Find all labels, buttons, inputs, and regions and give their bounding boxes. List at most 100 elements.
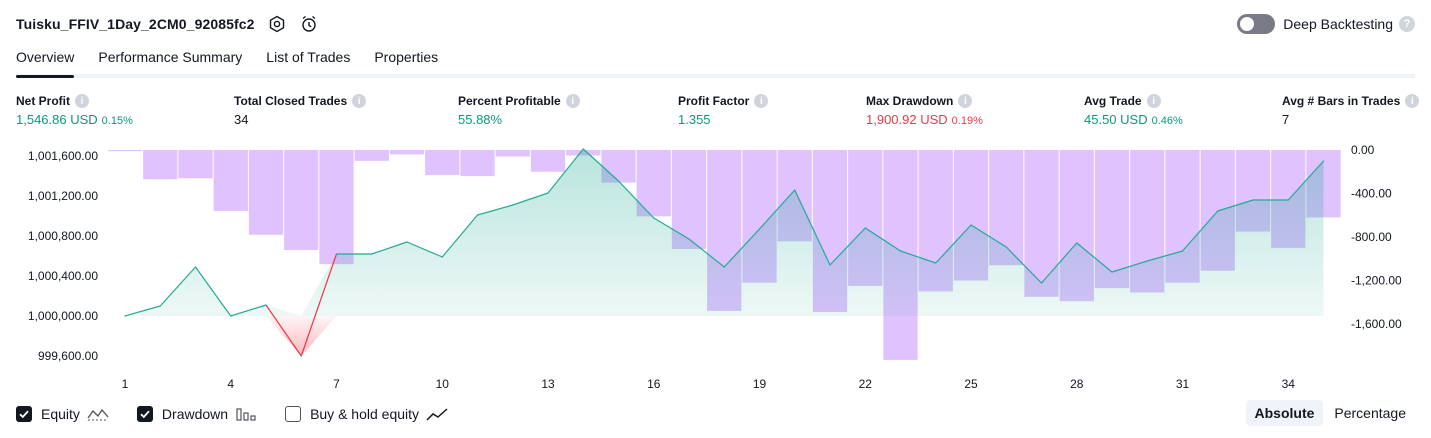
metric-label: Net Profit (16, 94, 70, 108)
equity-line-segment-5 (265, 304, 302, 357)
equity-line-segment-31 (1182, 210, 1219, 252)
equity-line-segment-8 (371, 241, 408, 255)
equity-point-28 (1076, 242, 1078, 244)
metric-value: 1,546.86 USD (16, 112, 98, 127)
metric-total-closed-trades: Total Closed Trades i 34 (234, 92, 367, 127)
percentage-button[interactable]: Percentage (1334, 405, 1406, 421)
metric-value: 55.88% (458, 112, 503, 127)
left-axis-tick-1: 1,001,600.00 (28, 149, 98, 163)
metric-value: 1,900.92 USD (866, 112, 948, 127)
equity-point-35 (1322, 160, 1325, 162)
drawdown-bar-1 (107, 150, 143, 152)
x-axis-tick-4: 10 (436, 377, 450, 391)
strategy-title: Tuisku_FFIV_1Day_2CM0_92085fc2 (16, 16, 255, 32)
right-axis-tick-2: -400.00 (1351, 187, 1392, 201)
help-icon[interactable]: ? (1399, 16, 1415, 32)
equity-line-segment-27 (1041, 242, 1078, 284)
legend-equity[interactable]: Equity (16, 406, 109, 422)
equity-point-16 (653, 217, 655, 219)
info-icon[interactable]: i (352, 94, 367, 108)
equity-line-segment-28 (1076, 242, 1113, 273)
tab-list-of-trades[interactable]: List of Trades (266, 49, 351, 65)
legend-buy-hold-label: Buy & hold equity (310, 406, 420, 422)
info-icon[interactable]: i (565, 94, 580, 108)
legend-buy-hold[interactable]: Buy & hold equity (285, 406, 448, 422)
absolute-button[interactable]: Absolute (1245, 400, 1324, 426)
metric-profit-factor: Profit Factor i 1.355 (678, 92, 769, 127)
equity-point-9 (406, 241, 408, 243)
x-axis-tick-3: 7 (333, 377, 340, 391)
equity-negative-area (125, 316, 1324, 356)
tab-performance-summary[interactable]: Performance Summary (98, 49, 243, 65)
equity-point-34 (1287, 199, 1289, 201)
equity-point-12 (512, 204, 514, 206)
drawdown-bar-9 (389, 150, 425, 155)
equity-point-15 (617, 180, 620, 182)
deep-backtesting: Deep Backtesting ? (1237, 12, 1415, 36)
equity-line-segment-10 (441, 214, 478, 258)
equity-point-7 (335, 253, 338, 255)
equity-line-segment-29 (1111, 260, 1148, 273)
equity-point-27 (1040, 282, 1043, 284)
equity-line-segment-9 (406, 241, 443, 258)
drawdown-bar-7 (319, 150, 354, 265)
equity-line-segment-2 (159, 266, 196, 307)
equity-point-6 (300, 355, 302, 357)
equity-point-13 (547, 192, 549, 194)
metric-label: Percent Profitable (458, 94, 561, 108)
equity-line-segment-15 (618, 180, 655, 219)
metric-label: Total Closed Trades (234, 94, 348, 108)
drawdown-bar-12 (495, 150, 530, 157)
info-icon[interactable]: i (958, 94, 973, 108)
info-icon[interactable]: i (754, 94, 769, 108)
buy-hold-checkbox[interactable] (285, 406, 302, 422)
metric-net-profit: Net Profit i 1,546.86 USD 0.15% (16, 92, 133, 127)
equity-point-23 (899, 250, 902, 252)
drawdown-checkbox[interactable] (136, 406, 153, 422)
settings-icon[interactable] (267, 14, 287, 34)
equity-checkbox[interactable] (16, 406, 32, 422)
info-icon[interactable]: i (75, 94, 89, 108)
x-axis-tick-12: 34 (1282, 377, 1296, 391)
equity-point-4 (230, 315, 232, 317)
left-axis-tick-6: 999,600.00 (38, 349, 98, 363)
metric-avg-bars: Avg # Bars in Trades i 7 (1282, 92, 1420, 127)
deep-backtesting-toggle[interactable] (1237, 14, 1276, 34)
equity-line-segment-25 (970, 224, 1007, 248)
legend-drawdown[interactable]: Drawdown (136, 406, 257, 422)
equity-point-33 (1252, 199, 1254, 201)
tab-properties[interactable]: Properties (374, 49, 439, 65)
x-axis-tick-1: 1 (122, 377, 129, 391)
metric-percent: 0.15% (101, 115, 133, 127)
equity-point-3 (194, 266, 197, 268)
metric-percent: 0.19% (951, 115, 983, 127)
equity-point-5 (265, 304, 267, 306)
right-axis-tick-4: -1,200.00 (1351, 274, 1402, 288)
equity-point-18 (723, 266, 725, 268)
tab-overview[interactable]: Overview (16, 44, 75, 78)
drawdown-bar-13 (530, 150, 566, 172)
drawdown-bar-10 (425, 150, 460, 176)
equity-point-1 (124, 315, 126, 317)
refresh-alarm-icon[interactable] (299, 14, 319, 34)
x-axis-tick-10: 28 (1070, 377, 1084, 391)
equity-line-segment-13 (547, 148, 584, 194)
equity-point-30 (1146, 260, 1148, 262)
equity-point-24 (935, 262, 937, 264)
x-axis-tick-7: 19 (753, 377, 767, 391)
equity-point-21 (829, 264, 831, 266)
equity-point-31 (1181, 250, 1184, 252)
drawdown-bar-11 (460, 150, 495, 177)
drawdown-bar-3 (178, 150, 213, 179)
metric-value: 45.50 USD (1084, 112, 1148, 127)
metric-value: 7 (1282, 112, 1290, 127)
equity-area (125, 149, 1324, 316)
info-icon[interactable]: i (1405, 94, 1420, 108)
x-axis-tick-9: 25 (964, 377, 978, 391)
info-icon[interactable]: i (1146, 94, 1161, 108)
equity-line-segment-14 (582, 148, 619, 182)
x-axis-tick-11: 31 (1176, 377, 1190, 391)
equity-line-segment-1 (124, 305, 161, 317)
equity-line-segment-23 (900, 250, 936, 264)
drawdown-bar-4 (213, 150, 248, 211)
